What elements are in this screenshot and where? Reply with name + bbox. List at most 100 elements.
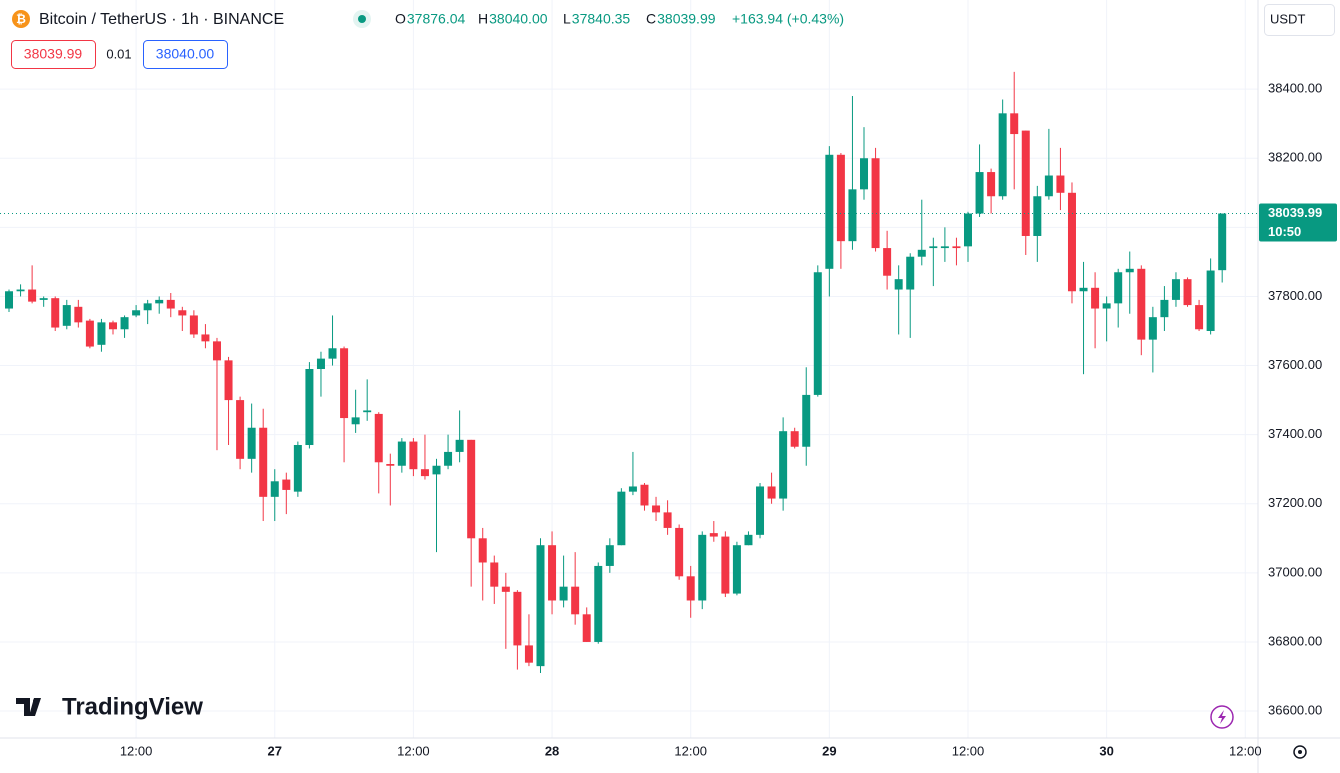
candle-body [282,479,291,490]
candle-body [825,154,834,269]
candle-body [374,413,383,463]
candle-body [594,565,603,642]
candle-body [1183,279,1192,306]
change: +163.94 (+0.43%) [732,11,844,27]
candle-body [120,317,129,330]
candle-body [166,299,175,309]
last-price-label: 38039.99 [1268,205,1322,220]
candle-body [1067,192,1076,292]
candle-body [328,348,337,359]
candle-body [340,348,349,419]
candle-body [871,158,880,249]
candle-body [178,310,187,316]
candle-body [189,315,198,335]
candle-body [744,534,753,546]
ohlc-label: C [646,11,656,27]
candle-body [1021,130,1030,236]
buy-button[interactable] [143,40,228,69]
candle-body [975,172,984,214]
candle-body [62,305,71,326]
candle-body [85,320,94,347]
bitcoin-icon-glyph: ₿ [16,12,26,26]
candle-body [1160,299,1169,318]
candle-body [455,439,464,452]
candle-body [952,246,961,249]
candle-body [478,538,487,563]
candle-body [1010,113,1019,135]
candle-body [524,645,533,663]
candle-body [571,586,580,615]
candle-body [883,248,892,276]
candle-body [802,394,811,447]
candle-body [813,272,822,395]
x-tick-label: 12:00 [1229,743,1262,758]
ohlc-value: 38039.99 [657,11,716,27]
candle-body [386,464,395,466]
candle-body [132,310,141,316]
candle-body [709,533,718,537]
candle-body [155,299,164,304]
candle-body [605,545,614,566]
x-tick-label: 28 [545,743,559,758]
candle-body [836,154,845,242]
candle-body [409,441,418,470]
candle-body [617,491,626,546]
candle-body [906,256,915,290]
candle-body [779,431,788,499]
candle-body [490,562,499,587]
grid [0,0,1258,738]
candle-body [698,534,707,601]
candle-body [963,213,972,247]
sell-price[interactable]: 38039.99 [24,46,83,62]
x-tick-label: 12:00 [120,743,153,758]
candle-body [536,545,545,667]
ohlc-value: 37840.35 [572,11,631,27]
x-tick-label: 29 [822,743,836,758]
last-price-tag [1259,203,1337,242]
ohlc-label: H [478,11,488,27]
candle-body [767,486,776,499]
y-tick-label: 36800.00 [1268,633,1322,648]
candle-body [212,341,221,361]
candle-body [1114,272,1123,304]
candle-body [582,614,591,642]
ohlc-value: 37876.04 [407,11,466,27]
candle-body [917,249,926,257]
candle-body [675,527,684,577]
y-tick-label: 37000.00 [1268,564,1322,579]
y-tick-label: 37400.00 [1268,426,1322,441]
candle-body [548,545,557,601]
candle-body [305,369,314,446]
settings-button[interactable] [1293,745,1307,759]
candle-body [5,291,14,309]
y-tick-label: 36600.00 [1268,702,1322,717]
candle-body [1091,287,1100,309]
candle-body [686,576,695,601]
candle-body [756,486,765,535]
candle-body [293,445,302,492]
candle-body [1102,303,1111,309]
candle-body [501,586,510,592]
candle-body [1125,268,1134,273]
tradingview-logo: TradingView [16,693,203,720]
market-status-dot [358,15,366,23]
buy-price[interactable]: 38040.00 [156,46,215,62]
symbol-title: Bitcoin / TetherUS · 1h · BINANCE [39,11,284,28]
candle-body [1044,175,1053,197]
candle-body [790,431,799,447]
candle-body [236,400,245,459]
spread: 0.01 [106,46,131,61]
candle-body [351,417,360,425]
candle-body [1218,213,1227,271]
candle-body [663,512,672,528]
sell-button[interactable] [11,40,96,69]
candle-body [652,505,661,513]
currency[interactable]: USDT [1270,11,1305,26]
currency-selector[interactable] [1264,4,1335,36]
candle-body [1195,305,1204,330]
candle-body [28,289,37,302]
candle-body [247,427,256,459]
